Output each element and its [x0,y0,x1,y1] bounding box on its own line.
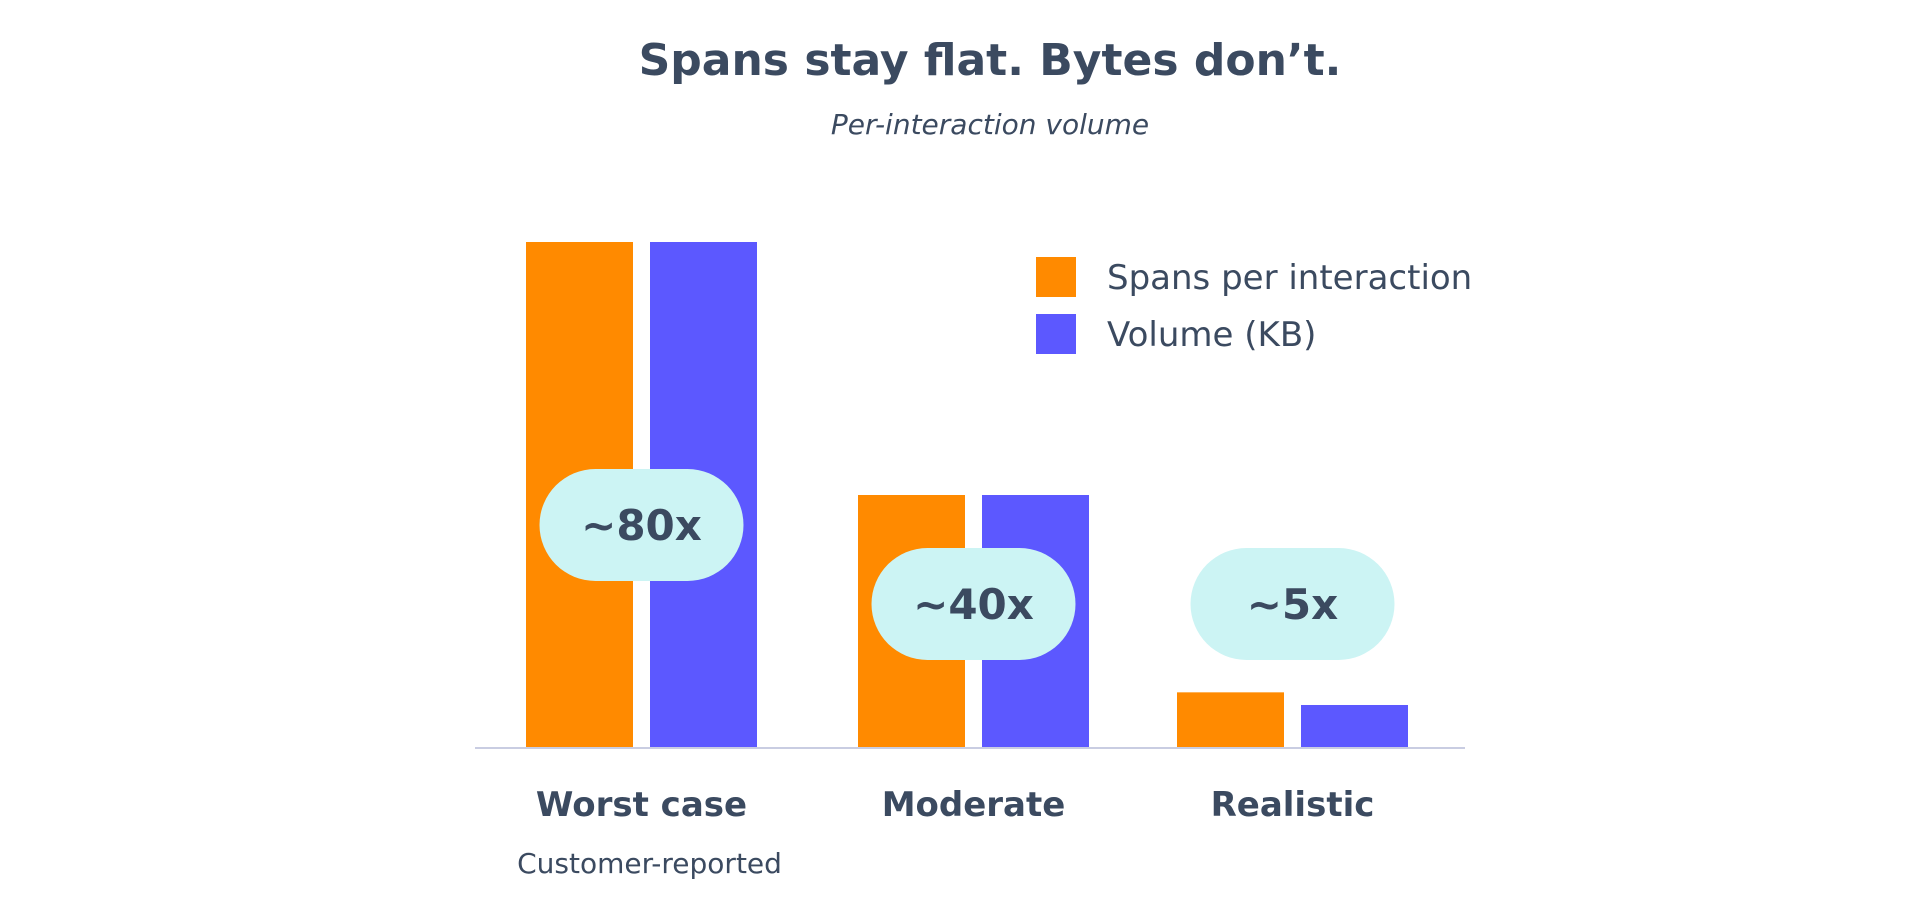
ratio-badge-background [539,469,744,581]
legend-label: Spans per interaction [1107,258,1472,298]
ratio-badge-label: ~40x [913,580,1034,629]
ratio-badge-background [871,548,1076,660]
legend-item-volume: Volume (KB) [1036,314,1316,355]
ratio-badge-worst-case: ~80x [539,469,744,581]
legend-item-spans: Spans per interaction [1036,257,1472,298]
category-label-moderate: Moderate [882,785,1066,825]
ratio-badge-label: ~80x [581,501,702,550]
category-sublabel-worst-case: Customer-reported [517,847,782,880]
ratio-badge-background [1190,548,1395,660]
pills-layer: ~80x ~40x ~5x [539,469,1395,660]
ratio-badge-moderate: ~40x [871,548,1076,660]
legend-swatch [1036,314,1076,354]
legend-label: Volume (KB) [1107,315,1316,355]
chart-title: Spans stay flat. Bytes don’t. [639,35,1342,86]
category-labels: Worst case Customer-reported Moderate Reali… [517,785,1374,880]
ratio-badge-label: ~5x [1247,580,1339,629]
chart-subtitle: Per-interaction volume [831,108,1149,141]
bar-spans-realistic [1177,692,1284,748]
bar-volume-realistic [1301,704,1408,748]
category-label-worst-case: Worst case [536,785,747,825]
ratio-badge-realistic: ~5x [1190,548,1395,660]
category-label-realistic: Realistic [1211,785,1375,825]
legend: Spans per interaction Volume (KB) [1036,257,1472,355]
legend-swatch [1036,257,1076,297]
